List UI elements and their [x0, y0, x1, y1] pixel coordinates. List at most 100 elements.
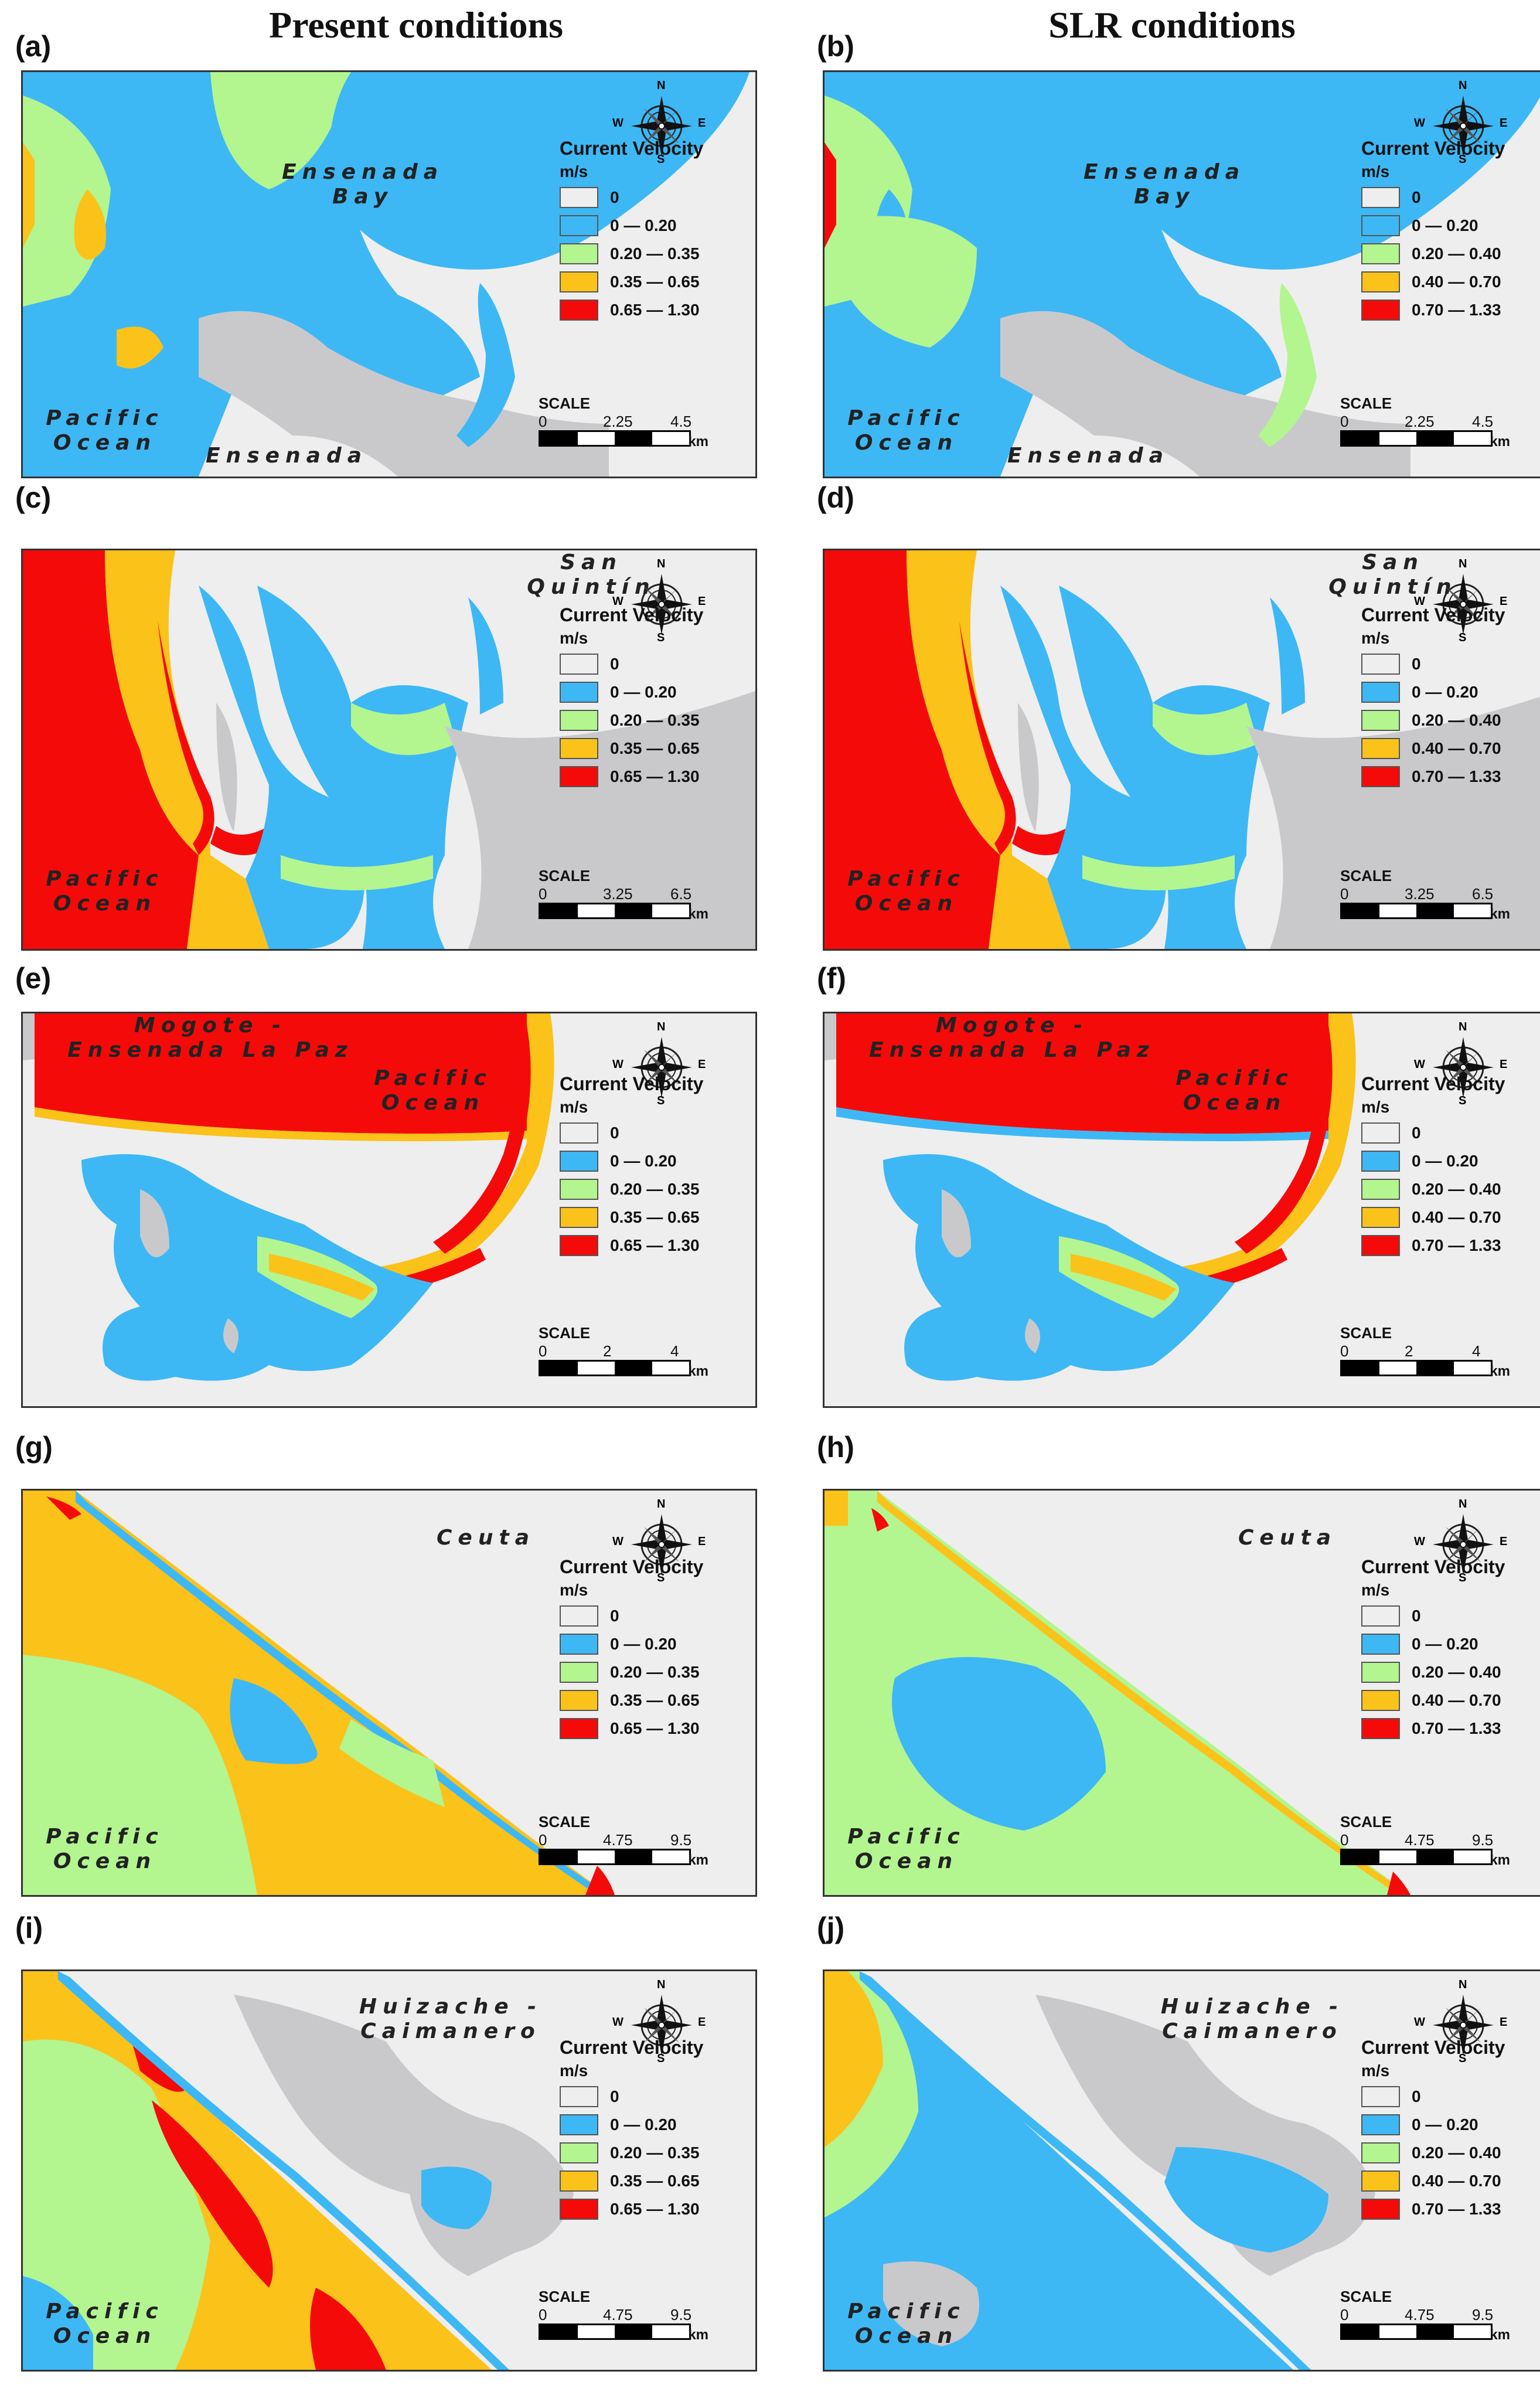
legend-swatch	[1361, 1207, 1400, 1228]
legend-swatch	[560, 1151, 598, 1172]
scale-tick-label: 4.75	[1405, 1831, 1435, 1849]
legend-entry: 0 — 0.20	[1361, 1147, 1540, 1175]
scale-unit: km	[688, 434, 708, 450]
compass-e-label: E	[1500, 1535, 1508, 1548]
scale-bar-graphic	[539, 430, 691, 447]
compass-e-label: E	[1500, 2016, 1508, 2029]
compass-n-label: N	[657, 79, 666, 92]
compass-w-label: W	[1414, 117, 1425, 130]
velocity-legend: Current Velocity m/s 0 0 — 0.20 0.20 — 0.…	[1361, 1072, 1540, 1260]
scale-bar-graphic	[1340, 903, 1493, 919]
legend-unit: m/s	[560, 162, 588, 181]
legend-entry: 0.35 — 0.65	[560, 1203, 747, 1231]
legend-swatch	[1361, 271, 1400, 292]
legend-entry: 0.20 — 0.40	[1361, 1658, 1540, 1686]
legend-entry: 0.65 — 1.30	[560, 763, 747, 791]
legend-swatch	[560, 243, 598, 264]
velocity-map	[824, 1971, 1540, 2370]
scale-tick-label: 9.5	[670, 2306, 692, 2323]
legend-entry: 0.35 — 0.65	[560, 1686, 747, 1714]
legend-swatch	[1361, 2086, 1400, 2107]
legend-entry: 0	[1361, 183, 1540, 212]
legend-swatch	[560, 2199, 598, 2220]
legend-entry-label: 0	[610, 1124, 619, 1142]
scale-tick-label: 2	[1405, 1342, 1413, 1360]
legend-unit: m/s	[1361, 1581, 1390, 1599]
ocean-label: Pacific Ocean	[374, 1066, 492, 1115]
scale-tick-label: 9.5	[670, 1831, 692, 1849]
velocity-legend: Current Velocity m/s 0 0 — 0.20 0.20 — 0.…	[1361, 137, 1540, 324]
compass-w-label: W	[1414, 1535, 1425, 1548]
compass-rose-icon: N S W E	[1414, 79, 1507, 166]
legend-entry-label: 0 — 0.20	[1412, 1635, 1478, 1653]
legend-swatch	[560, 300, 598, 321]
legend-swatch	[1361, 1662, 1400, 1683]
legend-swatch	[560, 738, 598, 759]
legend-entry-label: 0	[1412, 2087, 1421, 2105]
legend-entry-label: 0	[610, 1607, 619, 1625]
legend-entry-label: 0 — 0.20	[1412, 1152, 1478, 1170]
legend-entry-label: 0.35 — 0.65	[610, 1691, 700, 1709]
legend-entry: 0.40 — 0.70	[1361, 1686, 1540, 1714]
panel-label: (i)	[15, 1911, 43, 1944]
legend-entry-label: 0	[610, 655, 619, 673]
scale-tick-label: 9.5	[1472, 1831, 1494, 1849]
compass-s-label: S	[1459, 1571, 1467, 1584]
compass-n-label: N	[657, 1498, 666, 1511]
legend-entry: 0.70 — 1.33	[1361, 296, 1540, 324]
legend-entry-label: 0.20 — 0.40	[1412, 1663, 1501, 1681]
compass-e-label: E	[698, 595, 706, 608]
legend-entry-label: 0.65 — 1.30	[610, 301, 700, 319]
legend-entry-label: 0.20 — 0.35	[610, 1663, 700, 1681]
panel-label: (h)	[817, 1431, 854, 1464]
scale-title: SCALE	[539, 1813, 591, 1831]
scale-tick-label: 0	[539, 885, 547, 903]
legend-entry-label: 0 — 0.20	[610, 1152, 677, 1170]
compass-rose-icon: N S W E	[1414, 1498, 1508, 1584]
velocity-legend: Current Velocity m/s 0 0 — 0.20 0.20 — 0.…	[560, 603, 747, 791]
legend-title: Current Velocity	[560, 138, 704, 159]
ocean-label: Pacific Ocean	[847, 1825, 966, 1873]
legend-entry-label: 0.20 — 0.40	[1412, 711, 1501, 729]
scale-unit: km	[688, 906, 708, 922]
scale-tick-label: 0	[539, 413, 547, 430]
legend-entry: 0 — 0.20	[560, 1630, 747, 1658]
map-panel: Mogote - Ensenada La Paz Pacific Ocean N S…	[21, 1012, 757, 1408]
compass-rose-icon: N S W E	[612, 79, 706, 166]
scale-tick-label: 4	[1472, 1342, 1481, 1360]
legend-title: Current Velocity	[1361, 2037, 1505, 2058]
legend-swatch	[1361, 738, 1400, 759]
compass-s-label: S	[657, 2052, 665, 2065]
legend-swatch	[1361, 2199, 1400, 2220]
legend-title: Current Velocity	[560, 1556, 704, 1577]
legend-entry: 0	[1361, 1602, 1540, 1630]
place-name: Ceuta	[1238, 1526, 1337, 1550]
compass-rose-icon: N S W E	[1414, 557, 1507, 644]
scale-tick-label: 0	[539, 1831, 547, 1849]
legend-entry: 0.40 — 0.70	[1361, 2167, 1540, 2195]
legend-swatch	[1361, 1634, 1400, 1655]
compass-w-label: W	[612, 117, 624, 130]
legend-entry-label: 0.40 — 0.70	[1412, 1208, 1501, 1226]
legend-entry-label: 0.20 — 0.35	[610, 711, 700, 729]
legend-entry-label: 0.70 — 1.33	[1412, 1236, 1501, 1254]
map-panel: San Quintín Pacific Ocean N S W E Current Vel…	[823, 549, 1540, 951]
legend-entry-label: 0.40 — 0.70	[1412, 1691, 1501, 1709]
place-name: Ensenada Bay	[1083, 160, 1246, 209]
scale-unit: km	[1490, 434, 1510, 450]
legend-entry-label: 0.65 — 1.30	[610, 2200, 700, 2218]
legend-entry-label: 0.20 — 0.40	[1412, 2144, 1501, 2162]
scale-bar: SCALE 0 2 4 km	[1340, 1324, 1510, 1379]
ocean-label: Pacific Ocean	[46, 406, 164, 455]
legend-swatch	[560, 1690, 598, 1711]
velocity-legend: Current Velocity m/s 0 0 — 0.20 0.20 — 0.…	[1361, 1555, 1540, 1743]
velocity-map	[824, 72, 1540, 477]
legend-entry: 0	[560, 1602, 747, 1630]
legend-entry-label: 0.20 — 0.40	[1412, 1180, 1501, 1198]
panel-label: (e)	[15, 962, 52, 995]
compass-e-label: E	[698, 1058, 706, 1071]
scale-tick-label: 0	[539, 2306, 547, 2323]
ocean-label: Pacific Ocean	[847, 867, 966, 916]
legend-entry: 0	[560, 650, 747, 678]
panel-label: (c)	[15, 481, 52, 514]
